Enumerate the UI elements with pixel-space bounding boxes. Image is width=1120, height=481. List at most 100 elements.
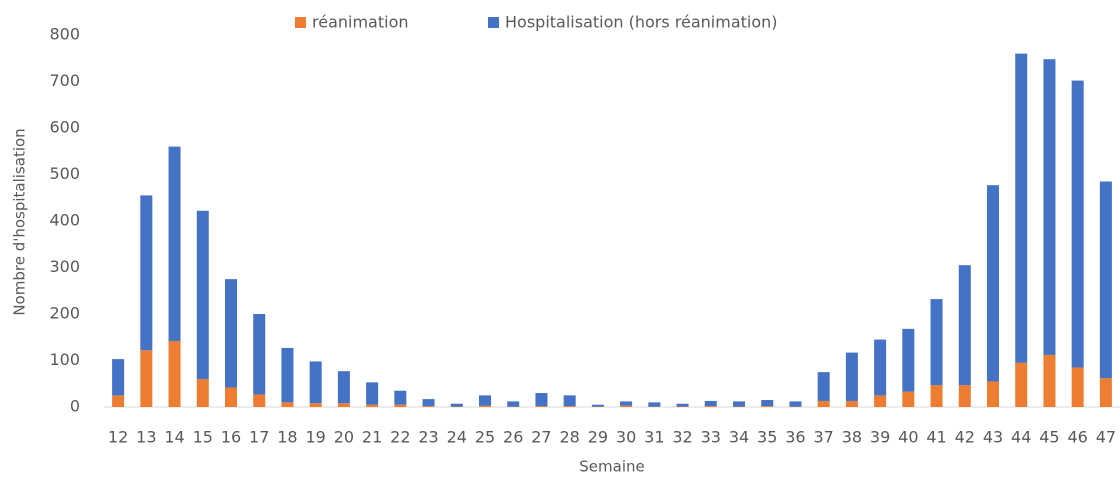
bar-segment <box>394 405 406 407</box>
bar-segment <box>1043 59 1055 355</box>
bar-segment <box>733 401 745 406</box>
bar-segment <box>281 402 293 407</box>
bar-segment <box>846 353 858 401</box>
bar-segment <box>1015 363 1027 407</box>
x-tick-label: 31 <box>644 428 664 447</box>
x-tick-label: 19 <box>305 428 325 447</box>
bar-segment <box>564 406 576 407</box>
bar-segment <box>140 195 152 350</box>
x-tick-label: 36 <box>785 428 805 447</box>
y-tick-label: 500 <box>49 164 80 183</box>
bar-segment <box>959 265 971 385</box>
x-tick-label: 21 <box>362 428 382 447</box>
x-tick-label: 41 <box>926 428 946 447</box>
legend-swatch <box>488 17 499 28</box>
bar-segment <box>761 400 773 406</box>
bar-segment <box>1100 378 1112 407</box>
y-tick-label: 300 <box>49 257 80 276</box>
y-tick-label: 100 <box>49 350 80 369</box>
bar-segment <box>338 403 350 407</box>
bar-segment <box>1043 355 1055 407</box>
bar-segment <box>761 406 773 407</box>
y-tick-label: 200 <box>49 304 80 323</box>
bar-segment <box>564 395 576 406</box>
bar-segment <box>310 361 322 403</box>
bar-segment <box>112 359 124 395</box>
bar-segment <box>169 341 181 407</box>
x-tick-label: 42 <box>955 428 975 447</box>
bar-segment <box>197 379 209 407</box>
bar-segment <box>253 394 265 407</box>
x-tick-label: 40 <box>898 428 918 447</box>
x-tick-label: 14 <box>164 428 184 447</box>
bar-segment <box>1072 367 1084 407</box>
x-tick-label: 20 <box>334 428 354 447</box>
x-tick-label: 22 <box>390 428 410 447</box>
y-tick-label: 700 <box>49 71 80 90</box>
x-tick-label: 35 <box>757 428 777 447</box>
bar-segment <box>451 404 463 407</box>
x-tick-label: 13 <box>136 428 156 447</box>
bar-segment <box>1100 181 1112 378</box>
bar-segment <box>959 385 971 407</box>
bar-segment <box>197 211 209 379</box>
y-tick-label: 800 <box>49 25 80 44</box>
x-tick-label: 32 <box>672 428 692 447</box>
bar-segment <box>818 401 830 407</box>
bar-segment <box>987 381 999 407</box>
bar-segment <box>394 391 406 405</box>
bar-segment <box>479 406 491 407</box>
bar-segment <box>705 406 717 407</box>
bar-segment <box>112 395 124 407</box>
bar-segment <box>535 393 547 406</box>
bar-segment <box>1072 81 1084 368</box>
bar-segment <box>253 314 265 394</box>
bar-segment <box>225 279 237 387</box>
bar-segment <box>479 395 491 405</box>
bar-segment <box>931 299 943 385</box>
x-tick-label: 44 <box>1011 428 1031 447</box>
y-tick-label: 600 <box>49 118 80 137</box>
bar-segment <box>902 392 914 407</box>
x-tick-label: 26 <box>503 428 523 447</box>
x-tick-label: 16 <box>221 428 241 447</box>
bar-segment <box>874 340 886 396</box>
bar-segment <box>620 401 632 405</box>
y-tick-label: 400 <box>49 211 80 230</box>
bar-segment <box>620 406 632 407</box>
bar-segment <box>592 405 604 407</box>
bar-segment <box>310 403 322 407</box>
x-tick-label: 24 <box>447 428 467 447</box>
bar-segment <box>225 387 237 407</box>
bar-segment <box>366 382 378 404</box>
bar-segment <box>705 401 717 406</box>
bar-segment <box>818 372 830 401</box>
x-tick-label: 28 <box>559 428 579 447</box>
bar-segment <box>987 185 999 381</box>
legend-label: réanimation <box>312 13 409 32</box>
bar-segment <box>507 401 519 406</box>
bar-segment <box>140 350 152 407</box>
x-tick-label: 30 <box>616 428 636 447</box>
bar-segment <box>846 401 858 407</box>
x-tick-label: 15 <box>193 428 213 447</box>
x-tick-label: 29 <box>588 428 608 447</box>
bar-segment <box>1015 54 1027 363</box>
x-tick-label: 38 <box>842 428 862 447</box>
x-tick-label: 27 <box>531 428 551 447</box>
bar-segment <box>366 405 378 407</box>
bar-segment <box>789 401 801 406</box>
x-tick-label: 25 <box>475 428 495 447</box>
bar-segment <box>677 404 689 407</box>
x-tick-label: 39 <box>870 428 890 447</box>
legend-swatch <box>295 17 306 28</box>
bar-segment <box>169 147 181 341</box>
bar-segment <box>535 406 547 407</box>
x-tick-label: 18 <box>277 428 297 447</box>
bar-segment <box>931 385 943 407</box>
y-axis-label: Nombre d'hospitalisation <box>11 128 29 315</box>
x-tick-label: 37 <box>813 428 833 447</box>
bar-segment <box>423 406 435 407</box>
x-tick-label: 45 <box>1039 428 1059 447</box>
x-tick-label: 33 <box>701 428 721 447</box>
